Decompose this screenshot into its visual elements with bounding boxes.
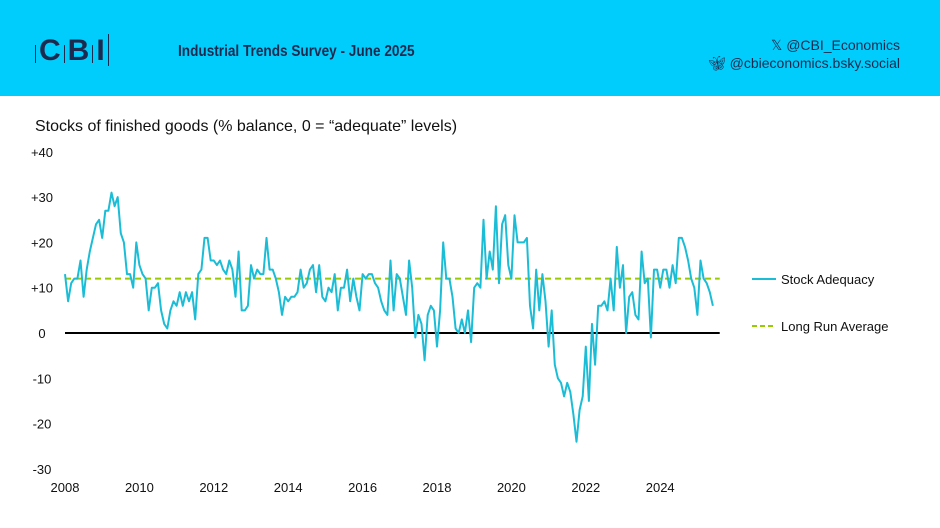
x-tick-label: 2008 (51, 480, 80, 495)
x-tick-label: 2014 (274, 480, 303, 495)
x-tick-label: 2020 (497, 480, 526, 495)
x-tick-label: 2022 (571, 480, 600, 495)
y-tick-label: +20 (31, 235, 53, 250)
legend-stock-adequacy-label: Stock Adequacy (781, 272, 875, 287)
logo-bar (107, 34, 110, 66)
x-handle: @CBI_Economics (786, 37, 900, 53)
logo-bar (35, 45, 36, 63)
y-tick-label: +40 (31, 145, 53, 160)
logo-bar (92, 45, 94, 63)
y-tick-label: -30 (33, 462, 52, 477)
x-tick-label: 2012 (199, 480, 228, 495)
y-tick-label: -10 (33, 371, 52, 386)
x-tick-label: 2016 (348, 480, 377, 495)
chart-title: Stocks of finished goods (% balance, 0 =… (35, 118, 458, 135)
legend-long-run-average-label: Long Run Average (781, 319, 888, 334)
bluesky-handle-row[interactable]: 🦋︎ @cbieconomics.bsky.social (708, 54, 900, 72)
bluesky-handle: @cbieconomics.bsky.social (729, 55, 900, 71)
social-handles: 𝕏 @CBI_Economics 🦋︎ @cbieconomics.bsky.s… (708, 36, 900, 72)
x-tick-label: 2018 (423, 480, 452, 495)
y-tick-label: +30 (31, 190, 53, 205)
butterfly-icon: 🦋︎ (707, 55, 730, 71)
y-tick-label: -20 (33, 417, 52, 432)
y-tick-label: +10 (31, 281, 53, 296)
stock-adequacy-line (64, 191, 714, 443)
x-logo-icon: 𝕏 (771, 37, 787, 53)
report-subtitle: Industrial Trends Survey - June 2025 (178, 43, 415, 60)
logo-bar (63, 45, 65, 63)
x-tick-label: 2010 (125, 480, 154, 495)
x-handle-row[interactable]: 𝕏 @CBI_Economics (708, 36, 900, 54)
x-tick-label: 2024 (646, 480, 675, 495)
y-tick-label: 0 (38, 326, 45, 341)
